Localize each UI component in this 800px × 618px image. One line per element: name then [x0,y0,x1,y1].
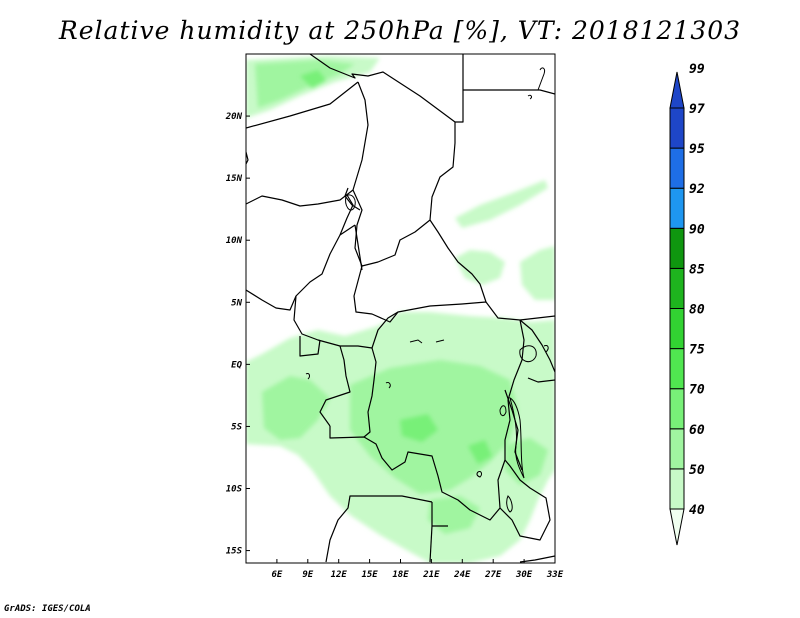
x-tick-label: 9E [302,570,313,580]
x-tick-label: 12E [331,570,348,580]
y-tick-label: 5N [231,298,242,308]
y-tick-label: EQ [231,360,242,370]
colorbar: 40 50 60 70 75 80 85 90 92 95 97 99 [669,62,705,546]
colorbar-box [669,267,685,309]
y-tick-label: 5S [231,422,242,432]
colorbar-label: 75 [689,343,705,358]
colorbar-label: 95 [689,142,705,157]
y-tick-label: 10S [226,485,243,495]
colorbar-label: 80 [689,303,705,318]
lake-outlines [305,67,549,513]
colorbar-box [669,187,685,229]
colorbar-label: 99 [689,62,705,77]
colorbar-label: 92 [689,182,705,197]
y-tick-label: 15N [226,174,243,184]
humidity-field [246,56,555,563]
map-title: Relative humidity at 250hPa [%], VT: 201… [58,16,742,45]
x-tick-label: 27E [484,570,502,580]
humidity-shading-70-75 [300,70,492,464]
x-tick-label: 30E [515,570,533,580]
colorbar-label: 70 [689,383,705,398]
colorbar-label: 97 [689,102,705,117]
y-tick-label: 20N [225,112,243,122]
colorbar-label: 85 [689,262,705,277]
y-tick-label: 10N [226,236,243,246]
x-tick-label: 33E [546,570,564,580]
colorbar-box [669,348,685,390]
x-tick-label: 6E [271,570,282,580]
colorbar-label: 60 [689,423,705,438]
x-tick-label: 21E [422,570,440,580]
colorbar-box [669,107,685,149]
colorbar-box [669,227,685,269]
x-tick-label: 15E [361,570,378,580]
colorbar-box [669,428,685,470]
colorbar-label: 90 [689,222,705,237]
humidity-shading-50-60 [246,56,555,563]
x-tick-label: 18E [392,570,409,580]
colorbar-box [669,308,685,350]
axis-ticks: 6E 9E 12E 15E 18E 21E 24E 27E 30E 33E 20N 15N 10N 5N E… [225,112,564,580]
colorbar-label: 40 [689,503,705,518]
y-tick-label: 15S [226,547,243,557]
colorbar-upper-triangle [669,71,685,109]
colorbar-box [669,468,685,510]
colorbar-box [669,147,685,189]
grads-credit: GrADS: IGES/COLA [4,604,91,614]
x-tick-label: 24E [453,570,471,580]
country-borders [246,54,555,563]
colorbar-label: 50 [689,463,705,478]
colorbar-box [669,388,685,430]
colorbar-lower-triangle [669,508,685,546]
